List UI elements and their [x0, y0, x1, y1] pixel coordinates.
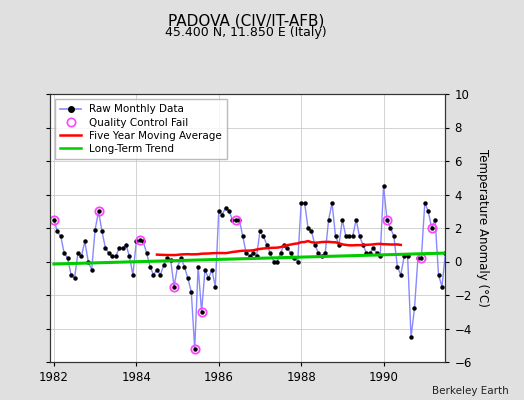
- Legend: Raw Monthly Data, Quality Control Fail, Five Year Moving Average, Long-Term Tren: Raw Monthly Data, Quality Control Fail, …: [55, 99, 227, 159]
- Text: PADOVA (CIV/IT-AFB): PADOVA (CIV/IT-AFB): [168, 14, 324, 29]
- Y-axis label: Temperature Anomaly (°C): Temperature Anomaly (°C): [476, 149, 489, 307]
- Text: 45.400 N, 11.850 E (Italy): 45.400 N, 11.850 E (Italy): [166, 26, 327, 39]
- Text: Berkeley Earth: Berkeley Earth: [432, 386, 508, 396]
